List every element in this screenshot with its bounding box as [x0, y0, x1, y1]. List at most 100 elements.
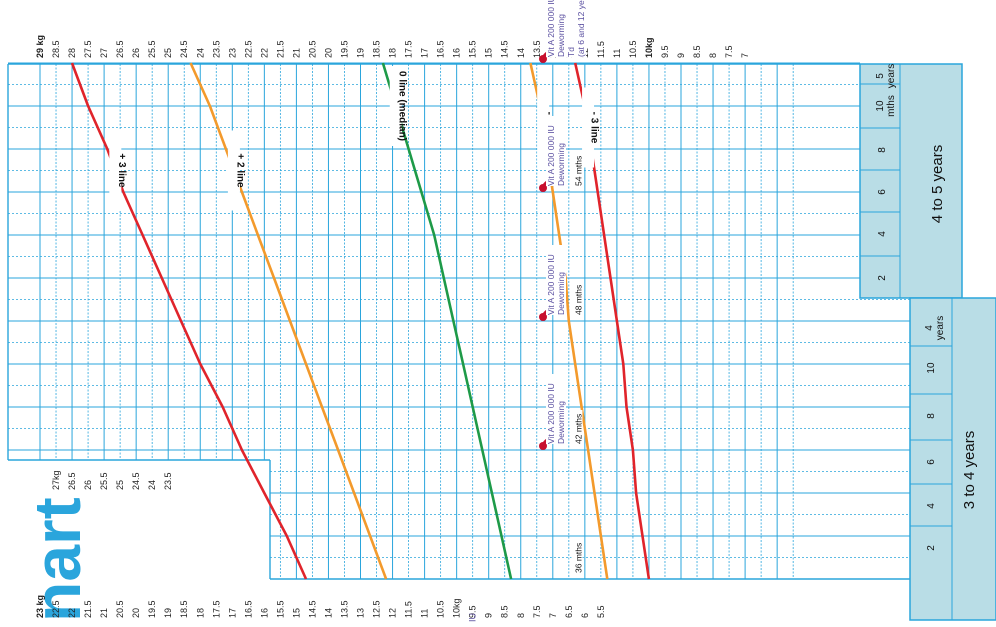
annotation-text: Vit A 200 000 IU — [546, 0, 556, 57]
lower-weight-tick: 9.5 — [468, 605, 478, 618]
vitamin-drop-icon-bulb — [539, 184, 547, 192]
upper-weight-tick: 15 — [484, 48, 494, 58]
upper-weight-tick: 23.5 — [211, 40, 221, 58]
age-label-bg — [571, 539, 583, 575]
lower-weight-tick: 22.5 — [51, 600, 61, 618]
upper-weight-tick: 19.5 — [339, 40, 349, 58]
vitamin-drop-icon-bulb — [539, 55, 547, 63]
panel-month-tick: 5 — [875, 73, 886, 79]
panel-label-3-to-4: 3 to 4 years — [961, 431, 978, 509]
lower-weight-tick: 22 — [67, 608, 77, 618]
upper-weight-tick: 29 kg — [35, 35, 45, 58]
panel-month-tick: 6 — [926, 459, 937, 465]
lower-weight-tick: 16 — [259, 608, 269, 618]
lower-weight-tick: 17 — [227, 608, 237, 618]
annotation-bg — [546, 0, 556, 57]
grid — [7, 62, 910, 580]
lower-weight-tick: 15.5 — [275, 600, 285, 618]
upper-weight-tick: 14.5 — [500, 40, 510, 58]
annotation-bg — [556, 0, 566, 57]
upper-weight-tick: 8.5 — [692, 45, 702, 58]
lower-weight-tick: 18.5 — [179, 600, 189, 618]
upper-weight-tick: 10.5 — [628, 40, 638, 58]
panel-month-tick: 4 — [924, 325, 935, 331]
lower-weight-tick: 20 — [131, 608, 141, 618]
panel-4-to-5-years — [859, 63, 963, 299]
left-weight-tick: 23.5 — [163, 472, 173, 490]
series-label-median: 0 line (median) — [396, 71, 407, 141]
lower-weight-tick: 16.5 — [243, 600, 253, 618]
lower-weight-tick: 21 — [99, 608, 109, 618]
lower-weight-tick: 19 — [163, 608, 173, 618]
lower-weight-tick: 14 — [323, 608, 333, 618]
annotation-bg — [556, 116, 566, 186]
panel-month-tick: 10 — [875, 100, 886, 112]
upper-weight-tick: 28.5 — [51, 40, 61, 58]
annotation-bg — [546, 245, 556, 315]
series-label-plus3: + 3 line — [116, 153, 127, 188]
series-label-bg — [389, 66, 402, 146]
upper-weight-tick: 18.5 — [372, 40, 382, 58]
vitamin-drop-icon-bulb — [539, 313, 547, 321]
upper-weight-tick: 14 — [516, 48, 526, 58]
upper-weight-tick: 7 — [740, 53, 750, 58]
left-weight-tick: 26.5 — [67, 472, 77, 490]
lower-weight-tick: 15 — [291, 608, 301, 618]
series-label-plus2: + 2 line — [234, 153, 245, 188]
panel-month-tick: 2 — [926, 545, 937, 551]
annotation-text: Vit A 200 000 IU — [546, 254, 556, 315]
series-line-plus2 — [189, 62, 388, 580]
series-line-plus3 — [70, 62, 308, 580]
annotation-text: Deworming — [556, 272, 566, 315]
upper-weight-tick: 26 — [131, 48, 141, 58]
upper-weight-tick: 25.5 — [147, 40, 157, 58]
left-weight-tick: 24.5 — [131, 472, 141, 490]
left-weight-tick: 24 — [147, 480, 157, 490]
series-line-median — [381, 62, 513, 580]
annotation-text: Vit A 200 000 IU — [546, 125, 556, 186]
age-label: 48 mths — [573, 285, 583, 315]
upper-weight-tick: 16 — [452, 48, 462, 58]
upper-weight-tick: 13.5 — [532, 40, 542, 58]
annotation-bg — [556, 374, 566, 444]
upper-weight-tick: 10kg — [644, 37, 654, 58]
upper-weight-tick: 26.5 — [115, 40, 125, 58]
lower-weight-tick: 12 — [388, 608, 398, 618]
upper-weight-tick: 20 — [323, 48, 333, 58]
age-label: 54 mths — [573, 156, 583, 186]
annotation-text: Td — [566, 47, 576, 57]
left-weight-tick: 27kg — [51, 470, 61, 490]
lower-weight-tick: 21.5 — [83, 600, 93, 618]
age-label: 36 mths — [573, 543, 583, 573]
annotation-text: Vit A 200 000 IU — [546, 383, 556, 444]
annotation-bg — [546, 116, 556, 186]
series-label-bg — [109, 130, 122, 211]
age-label-bg — [571, 152, 583, 188]
upper-weight-tick: 17 — [420, 48, 430, 58]
series-label-bg — [227, 130, 240, 211]
panel-label-4-to-5: 4 to 5 years — [929, 145, 946, 223]
panel-month-tick-unit: years — [935, 316, 946, 340]
lower-weight-tick: 13 — [356, 608, 366, 618]
age-label: 42 mths — [573, 414, 583, 444]
upper-weight-tick: 9 — [676, 53, 686, 58]
lower-weight-tick: 8.5 — [500, 605, 510, 618]
annotation-text: Deworming — [556, 143, 566, 186]
annotation-bg — [546, 374, 556, 444]
left-weight-tick: 25.5 — [99, 472, 109, 490]
upper-weight-tick: 24 — [195, 48, 205, 58]
lower-weight-tick: 11.5 — [404, 601, 414, 618]
upper-weight-tick: 17.5 — [404, 40, 414, 58]
panel-month-tick: 8 — [877, 147, 888, 153]
lower-weight-tick: 11 — [420, 609, 430, 618]
lower-weight-tick: 9 — [484, 613, 494, 618]
panel-3-to-4-years — [909, 297, 996, 621]
panel-month-tick: 2 — [877, 275, 888, 281]
chart-title-fragment: nart — [20, 497, 94, 622]
upper-weight-tick: 27 — [99, 48, 109, 58]
lower-weight-tick: 8 — [516, 613, 526, 618]
